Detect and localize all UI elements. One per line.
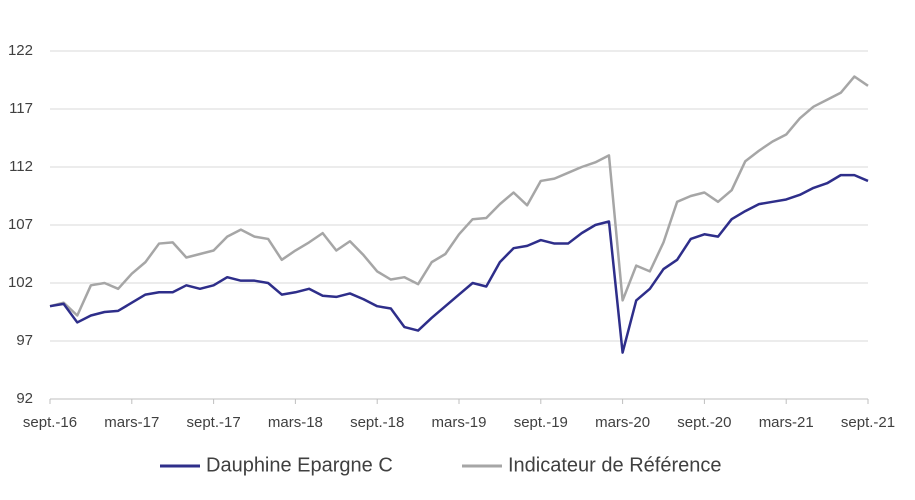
- x-tick-label: sept.-18: [350, 414, 404, 431]
- y-tick-label: 92: [16, 390, 33, 407]
- x-tick-label: mars-21: [759, 414, 814, 431]
- y-tick-label: 122: [8, 42, 33, 59]
- legend-label: Dauphine Epargne C: [206, 454, 393, 476]
- y-tick-label: 97: [16, 332, 33, 349]
- y-tick-label: 117: [9, 100, 33, 117]
- series-line: [49, 75, 869, 317]
- legend-label: Indicateur de Référence: [508, 454, 721, 476]
- series-line: [49, 173, 869, 354]
- y-tick-label: 102: [8, 274, 33, 291]
- x-tick-label: mars-17: [104, 414, 159, 431]
- x-tick-label: sept.-17: [186, 414, 240, 431]
- x-tick-label: sept.-20: [677, 414, 731, 431]
- x-tick-label: sept.-19: [514, 414, 568, 431]
- y-tick-label: 107: [8, 216, 33, 233]
- x-tick-label: mars-18: [268, 414, 323, 431]
- y-tick-label: 112: [9, 158, 33, 175]
- x-tick-label: mars-20: [595, 414, 650, 431]
- x-tick-label: sept.-21: [841, 414, 895, 431]
- x-tick-label: sept.-16: [23, 414, 77, 431]
- x-tick-label: mars-19: [431, 414, 486, 431]
